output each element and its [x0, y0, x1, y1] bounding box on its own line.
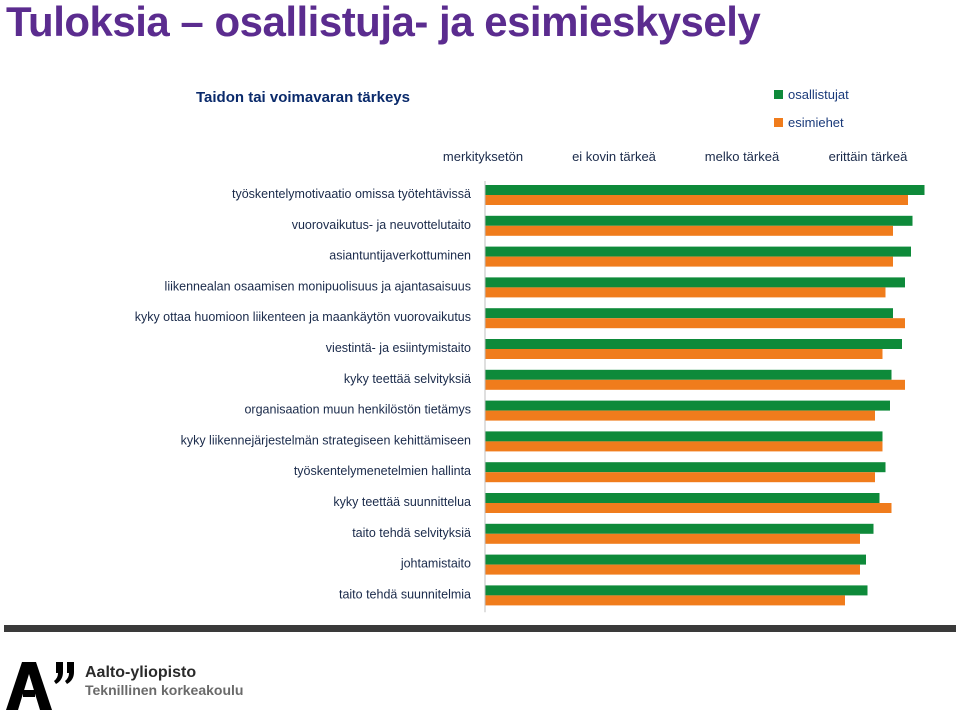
footer-divider [4, 625, 956, 632]
legend-item-supervisors: esimiehet [774, 108, 849, 136]
legend-swatch-participants [774, 89, 783, 99]
bar-supervisors [485, 595, 845, 606]
bar-participants [485, 215, 913, 226]
bar-supervisors [485, 318, 905, 329]
bar-participants [485, 246, 911, 257]
category-label: kyky liikennejärjestelmän strategiseen k… [181, 433, 471, 447]
x-tick-label: melko tärkeä [705, 149, 780, 164]
legend-item-participants: osallistujat [774, 80, 849, 108]
bar-supervisors [485, 533, 860, 544]
bar-participants [485, 431, 883, 442]
bar-participants [485, 585, 868, 596]
bar-participants [485, 523, 874, 534]
bar-supervisors [485, 287, 886, 298]
category-label: kyky teettää suunnittelua [333, 495, 471, 509]
bar-participants [485, 493, 880, 503]
slide-title: Tuloksia – osallistuja- ja esimieskysely [6, 0, 761, 45]
legend-swatch-supervisors [774, 117, 783, 127]
bar-supervisors [485, 410, 875, 421]
legend-label-participants: osallistujat [788, 86, 849, 102]
category-label: asiantuntijaverkottuminen [329, 249, 471, 263]
bar-supervisors [485, 256, 893, 267]
bar-participants [485, 185, 925, 195]
bar-supervisors [485, 564, 860, 575]
bar-participants [485, 400, 890, 411]
bar-supervisors [485, 349, 883, 359]
bar-chart: merkityksetön ei kovin tärkeä melko tärkeä… [135, 149, 925, 613]
x-tick-label: merkityksetön [443, 149, 523, 164]
logo-school-name: Teknillinen korkeakoulu [85, 682, 244, 698]
bar-supervisors [485, 441, 883, 452]
category-label: vuorovaikutus- ja neuvottelutaito [292, 218, 471, 232]
bar-supervisors [485, 195, 908, 205]
bar-participants [485, 277, 905, 288]
category-label: viestintä- ja esiintymistaito [326, 341, 471, 355]
bar-supervisors [485, 379, 905, 390]
bar-participants [485, 339, 902, 349]
category-label: kyky teettää selvityksiä [344, 372, 471, 386]
category-label: liikennealan osaamisen monipuolisuus ja … [165, 279, 471, 293]
bar-supervisors [485, 225, 893, 236]
logo-university-name: Aalto-yliopisto [85, 664, 197, 681]
category-label: taito tehdä selvityksiä [352, 526, 471, 540]
bar-participants [485, 462, 886, 473]
bar-supervisors [485, 472, 875, 483]
aalto-logo-icon [6, 660, 78, 717]
x-tick-label: ei kovin tärkeä [572, 149, 657, 164]
chart-legend: osallistujat esimiehet [774, 80, 849, 136]
bar-participants [485, 369, 892, 380]
x-tick-label: erittäin tärkeä [829, 149, 909, 164]
bar-participants [485, 554, 866, 565]
bar-participants [485, 308, 893, 319]
legend-label-supervisors: esimiehet [788, 114, 844, 130]
category-label: johtamistaito [400, 557, 471, 571]
category-label: kyky ottaa huomioon liikenteen ja maankä… [135, 310, 471, 324]
category-label: työskentelymenetelmien hallinta [294, 464, 471, 478]
category-label: taito tehdä suunnitelmia [339, 587, 471, 601]
chart-title: Taidon tai voimavaran tärkeys [196, 89, 410, 106]
bar-supervisors [485, 503, 892, 513]
category-label: organisaation muun henkilöstön tietämys [244, 403, 471, 417]
category-label: työskentelymotivaatio omissa työtehtävis… [232, 187, 471, 201]
